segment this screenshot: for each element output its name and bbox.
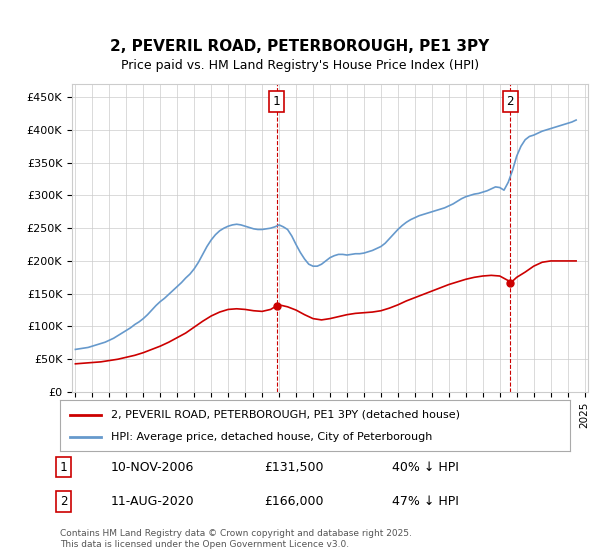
Text: 2, PEVERIL ROAD, PETERBOROUGH, PE1 3PY: 2, PEVERIL ROAD, PETERBOROUGH, PE1 3PY [110,39,490,54]
Text: Contains HM Land Registry data © Crown copyright and database right 2025.
This d: Contains HM Land Registry data © Crown c… [60,529,412,549]
Text: 11-AUG-2020: 11-AUG-2020 [111,495,194,508]
Text: 40% ↓ HPI: 40% ↓ HPI [392,461,458,474]
Text: 2: 2 [506,95,514,108]
Text: 1: 1 [60,461,67,474]
Text: £166,000: £166,000 [264,495,323,508]
Text: 2: 2 [60,495,67,508]
Text: Price paid vs. HM Land Registry's House Price Index (HPI): Price paid vs. HM Land Registry's House … [121,59,479,72]
Text: 2, PEVERIL ROAD, PETERBOROUGH, PE1 3PY (detached house): 2, PEVERIL ROAD, PETERBOROUGH, PE1 3PY (… [111,409,460,419]
Text: 1: 1 [273,95,280,108]
Text: 10-NOV-2006: 10-NOV-2006 [111,461,194,474]
Text: £131,500: £131,500 [264,461,323,474]
Text: 47% ↓ HPI: 47% ↓ HPI [392,495,458,508]
Text: HPI: Average price, detached house, City of Peterborough: HPI: Average price, detached house, City… [111,432,433,442]
